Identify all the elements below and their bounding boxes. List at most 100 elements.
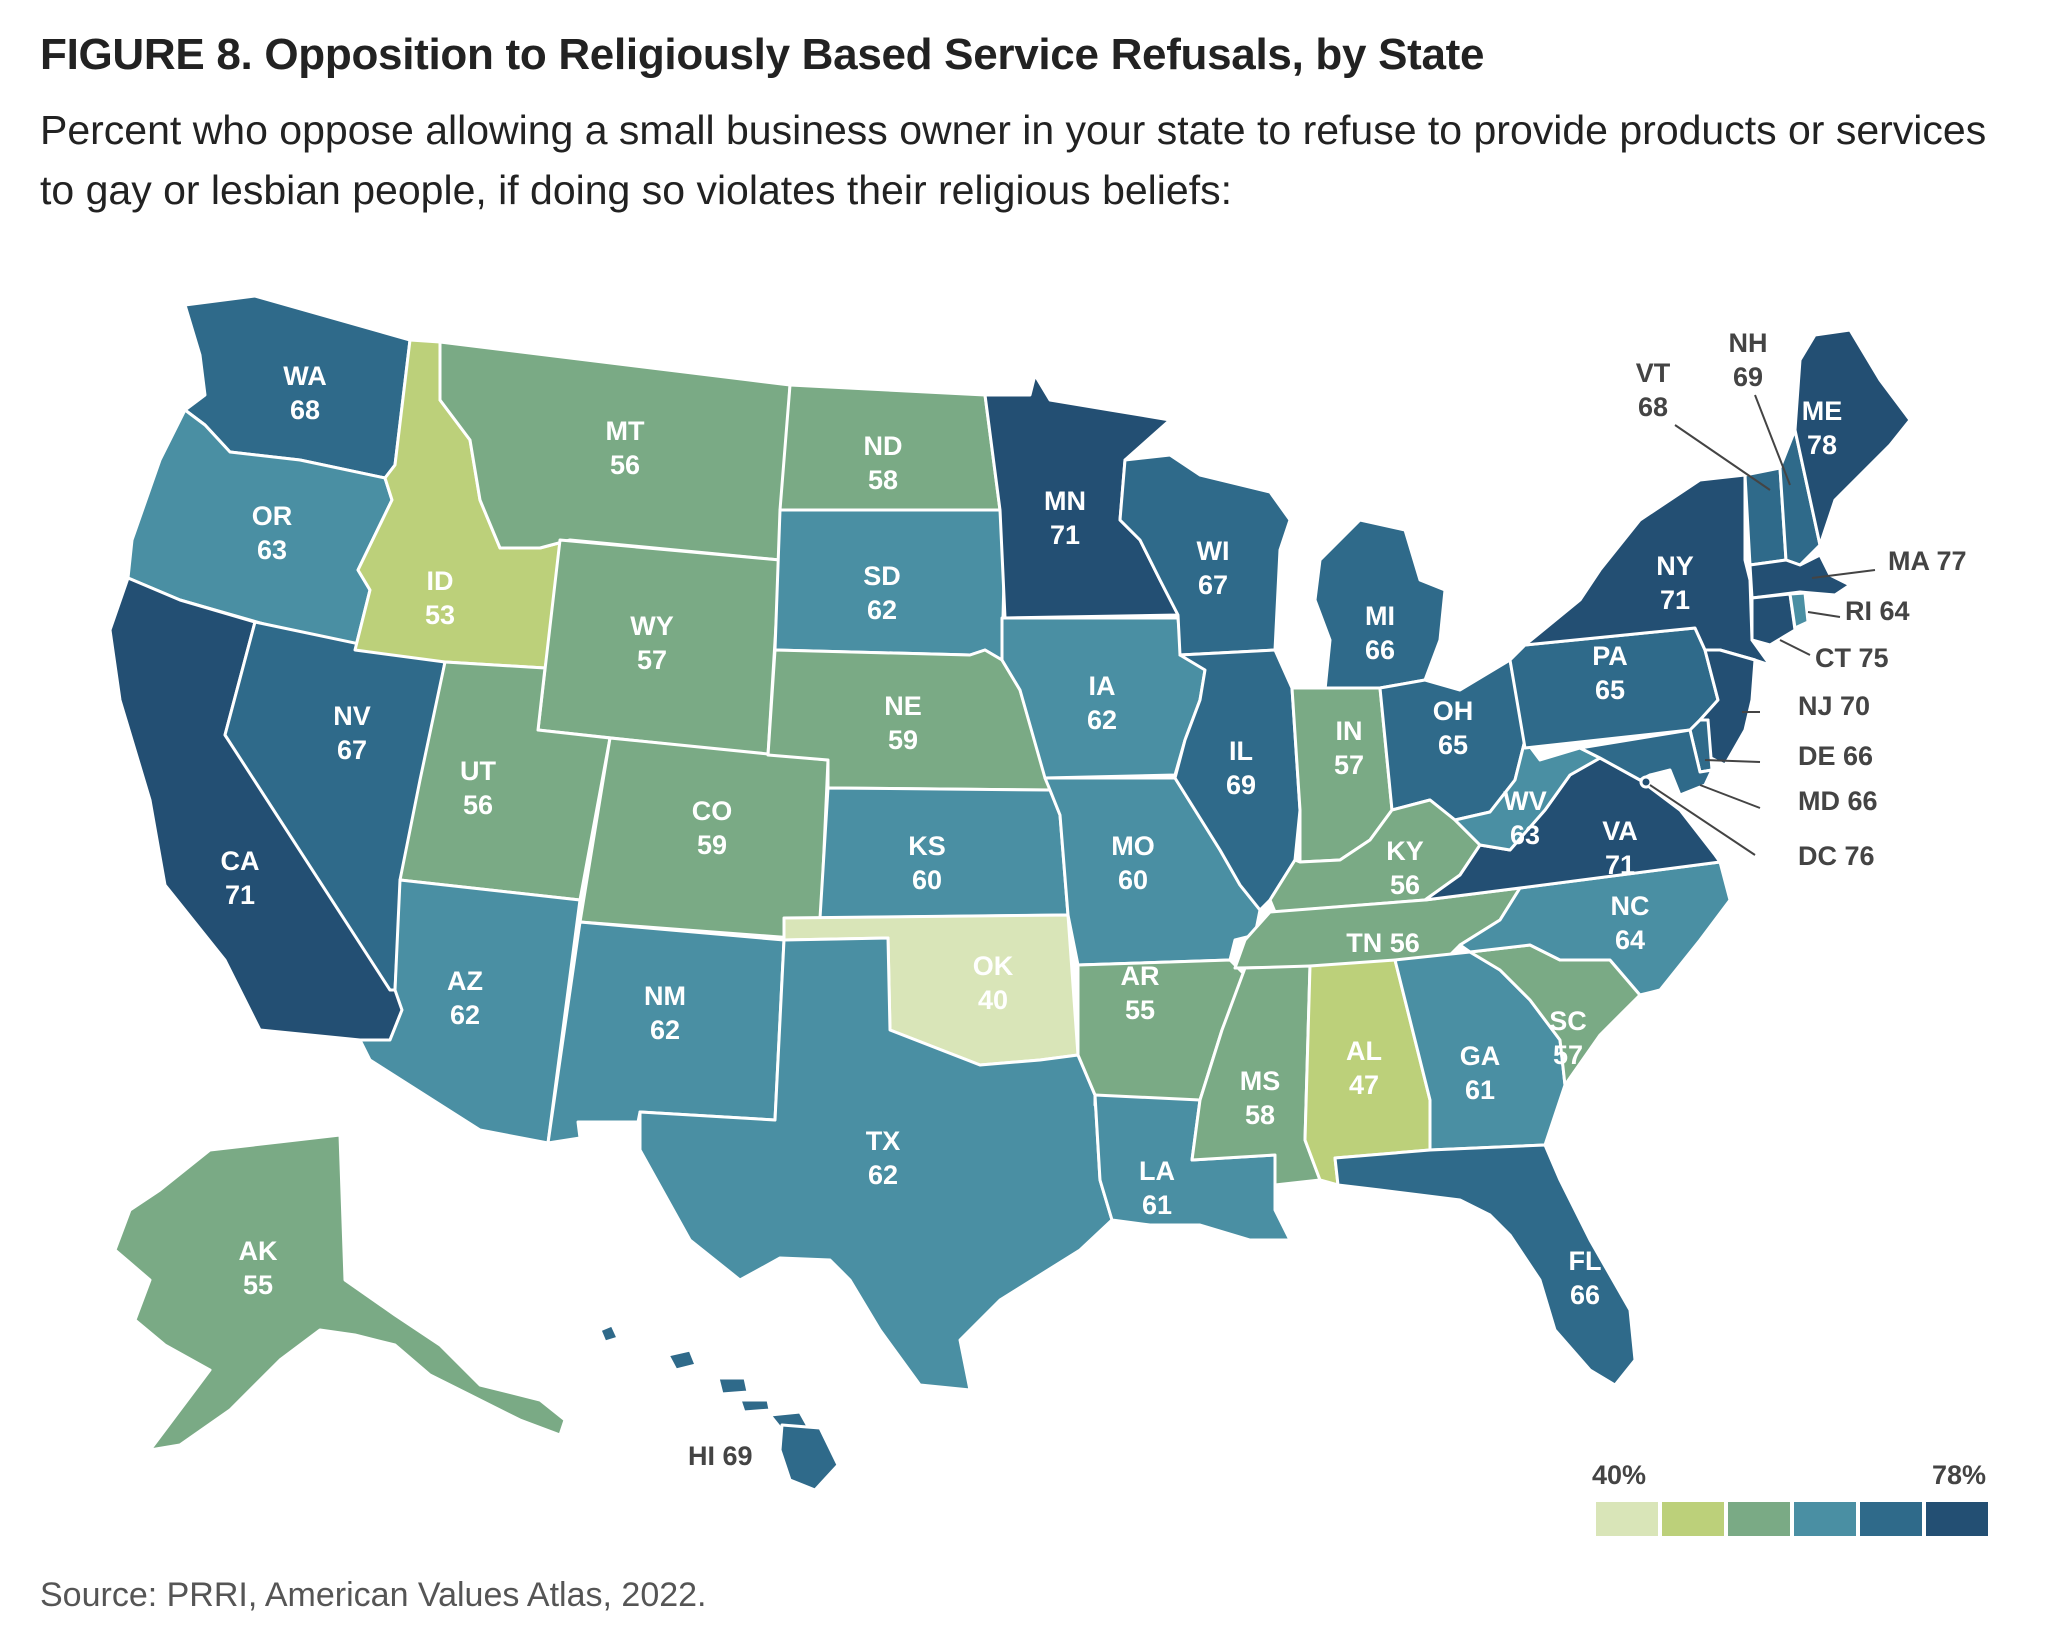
svg-text:NY: NY xyxy=(1656,551,1694,581)
legend-min-label: 40% xyxy=(1592,1460,1647,1490)
legend-swatch-3 xyxy=(1728,1502,1790,1536)
svg-text:WI: WI xyxy=(1197,536,1230,566)
svg-text:NV: NV xyxy=(333,701,371,731)
leader-lines xyxy=(1649,394,1876,856)
svg-text:IA: IA xyxy=(1089,671,1116,701)
svg-text:62: 62 xyxy=(450,1000,480,1030)
svg-text:62: 62 xyxy=(868,1160,898,1190)
legend-swatch-6 xyxy=(1926,1502,1988,1536)
svg-text:IL: IL xyxy=(1229,736,1253,766)
svg-text:AK: AK xyxy=(239,1236,278,1266)
state-label-WA: WA 68 xyxy=(283,361,327,425)
svg-text:58: 58 xyxy=(1245,1100,1275,1130)
state-label-CA: CA 71 xyxy=(221,846,260,910)
legend-swatch-1 xyxy=(1596,1502,1658,1536)
state-label-GA: GA 61 xyxy=(1460,1041,1501,1105)
figure-subtitle: Percent who oppose allowing a small busi… xyxy=(40,107,1987,213)
svg-text:AL: AL xyxy=(1346,1036,1382,1066)
state-label-MS: MS 58 xyxy=(1240,1066,1281,1130)
state-label-OK: OK 40 xyxy=(973,951,1014,1015)
legend-swatch-4 xyxy=(1794,1502,1856,1536)
state-label-AR: AR 55 xyxy=(1121,961,1160,1025)
state-FL xyxy=(1333,1143,1637,1387)
state-label-SC: SC 57 xyxy=(1549,1006,1587,1070)
svg-text:DC 76: DC 76 xyxy=(1798,841,1875,871)
svg-text:CA: CA xyxy=(221,846,260,876)
svg-text:IN: IN xyxy=(1336,716,1363,746)
state-label-HI: HI 69 xyxy=(688,1441,753,1471)
state-AZ xyxy=(358,878,582,1145)
state-RI xyxy=(1788,591,1810,630)
state-label-AL: AL 47 xyxy=(1346,1036,1382,1100)
state-label-DE: DE 66 xyxy=(1798,741,1873,771)
svg-text:GA: GA xyxy=(1460,1041,1501,1071)
svg-text:TX: TX xyxy=(866,1126,901,1156)
state-label-ME: ME 78 xyxy=(1802,396,1843,460)
svg-text:60: 60 xyxy=(1118,865,1148,895)
svg-text:67: 67 xyxy=(1198,570,1228,600)
svg-text:55: 55 xyxy=(243,1270,273,1300)
svg-text:PA: PA xyxy=(1592,641,1628,671)
state-label-CO: CO 59 xyxy=(692,796,733,860)
svg-text:KS: KS xyxy=(908,831,946,861)
svg-text:69: 69 xyxy=(1226,770,1256,800)
svg-text:RI 64: RI 64 xyxy=(1845,596,1910,626)
svg-text:59: 59 xyxy=(888,725,918,755)
state-MI xyxy=(1313,518,1447,692)
state-label-OH: OH 65 xyxy=(1433,696,1474,760)
state-label-WY: WY 57 xyxy=(630,611,674,675)
svg-text:VT: VT xyxy=(1636,358,1671,388)
state-UT xyxy=(398,660,612,902)
svg-text:AZ: AZ xyxy=(447,966,483,996)
svg-text:57: 57 xyxy=(1334,750,1364,780)
svg-text:57: 57 xyxy=(637,645,667,675)
svg-text:ND: ND xyxy=(864,431,903,461)
svg-text:63: 63 xyxy=(257,535,287,565)
legend-swatch-2 xyxy=(1662,1502,1724,1536)
state-label-IL: IL 69 xyxy=(1226,736,1256,800)
svg-text:OR: OR xyxy=(252,501,293,531)
state-ME xyxy=(1793,328,1912,547)
svg-text:66: 66 xyxy=(1570,1280,1600,1310)
state-label-MA: MA 77 xyxy=(1888,546,1967,576)
state-label-MI: MI 66 xyxy=(1365,601,1395,665)
svg-text:58: 58 xyxy=(868,465,898,495)
state-label-OR: OR 63 xyxy=(252,501,293,565)
state-AK xyxy=(113,1133,567,1452)
state-label-TN: TN 56 xyxy=(1346,928,1420,958)
svg-text:MT: MT xyxy=(606,416,645,446)
source-note: Source: PRRI, American Values Atlas, 202… xyxy=(40,1576,707,1614)
state-label-FL: FL 66 xyxy=(1569,1246,1602,1310)
svg-text:VA: VA xyxy=(1602,816,1638,846)
state-label-ID: ID 53 xyxy=(425,566,455,630)
svg-text:NJ 70: NJ 70 xyxy=(1798,691,1870,721)
legend-swatch-5 xyxy=(1860,1502,1922,1536)
svg-text:68: 68 xyxy=(290,395,320,425)
state-label-RI: RI 64 xyxy=(1845,596,1910,626)
svg-text:CO: CO xyxy=(692,796,733,826)
state-label-SD: SD 62 xyxy=(863,561,901,625)
svg-text:MO: MO xyxy=(1111,831,1155,861)
state-label-VT: VT 68 xyxy=(1636,358,1671,422)
legend-max-label: 78% xyxy=(1932,1460,1987,1490)
svg-text:47: 47 xyxy=(1349,1070,1379,1100)
state-label-CT: CT 75 xyxy=(1815,643,1889,673)
state-label-ND: ND 58 xyxy=(864,431,903,495)
state-label-NM: NM 62 xyxy=(644,981,686,1045)
state-NJ xyxy=(1698,648,1757,767)
svg-text:KY: KY xyxy=(1386,836,1424,866)
svg-text:NH: NH xyxy=(1729,328,1768,358)
svg-text:56: 56 xyxy=(610,450,640,480)
svg-text:WY: WY xyxy=(630,611,674,641)
state-CT xyxy=(1750,592,1797,647)
state-HI xyxy=(598,1323,840,1492)
state-label-NV: NV 67 xyxy=(333,701,371,765)
svg-text:40: 40 xyxy=(978,985,1008,1015)
svg-text:FL: FL xyxy=(1569,1246,1602,1276)
state-label-TX: TX 62 xyxy=(866,1126,901,1190)
svg-text:65: 65 xyxy=(1438,730,1468,760)
state-label-NH: NH 69 xyxy=(1729,328,1768,392)
svg-text:NM: NM xyxy=(644,981,686,1011)
svg-text:NE: NE xyxy=(884,691,922,721)
state-label-KY: KY 56 xyxy=(1386,836,1424,900)
